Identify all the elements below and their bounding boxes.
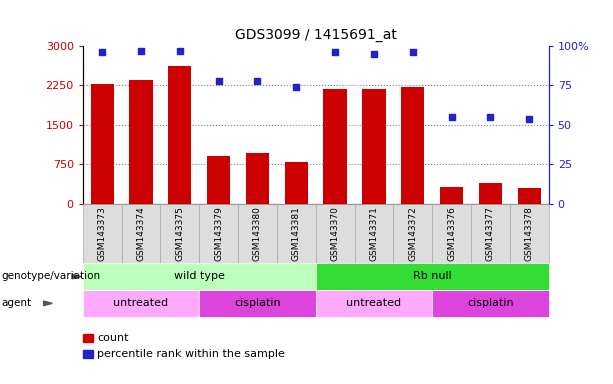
Point	[97, 49, 107, 55]
Text: GSM143370: GSM143370	[330, 206, 340, 261]
Bar	[168, 66, 191, 204]
Point	[447, 114, 457, 120]
Point	[253, 78, 262, 84]
Text: GSM143380: GSM143380	[253, 206, 262, 261]
Bar	[362, 89, 386, 204]
Text: untreated: untreated	[346, 298, 402, 308]
Text: cisplatin: cisplatin	[467, 298, 514, 308]
Bar	[324, 89, 347, 204]
Bar	[517, 188, 541, 204]
Text: GSM143374: GSM143374	[137, 206, 145, 261]
Point	[291, 84, 301, 90]
Text: GSM143379: GSM143379	[214, 206, 223, 261]
Text: GSM143375: GSM143375	[175, 206, 185, 261]
Text: cisplatin: cisplatin	[234, 298, 281, 308]
Text: GSM143376: GSM143376	[447, 206, 456, 261]
Bar	[479, 183, 502, 204]
Point	[485, 114, 495, 120]
Point	[330, 49, 340, 55]
Text: Rb null: Rb null	[413, 271, 452, 281]
Point	[136, 48, 146, 54]
Text: wild type: wild type	[174, 271, 224, 281]
Title: GDS3099 / 1415691_at: GDS3099 / 1415691_at	[235, 28, 397, 42]
Bar	[246, 153, 269, 204]
Bar	[440, 187, 463, 204]
Bar	[207, 156, 230, 204]
Bar	[91, 84, 114, 204]
Text: percentile rank within the sample: percentile rank within the sample	[97, 349, 285, 359]
Text: GSM143381: GSM143381	[292, 206, 301, 261]
Point	[214, 78, 224, 84]
Point	[524, 116, 534, 122]
Text: count: count	[97, 333, 129, 343]
Text: untreated: untreated	[113, 298, 169, 308]
Text: GSM143372: GSM143372	[408, 206, 417, 261]
Text: GSM143373: GSM143373	[97, 206, 107, 261]
Bar	[284, 162, 308, 204]
Bar	[129, 80, 153, 204]
Text: GSM143378: GSM143378	[525, 206, 534, 261]
Text: genotype/variation: genotype/variation	[1, 271, 101, 281]
Bar	[401, 87, 424, 204]
Point	[175, 48, 185, 54]
Point	[369, 51, 379, 57]
Point	[408, 49, 417, 55]
Text: GSM143377: GSM143377	[486, 206, 495, 261]
Text: GSM143371: GSM143371	[370, 206, 378, 261]
Text: agent: agent	[1, 298, 31, 308]
